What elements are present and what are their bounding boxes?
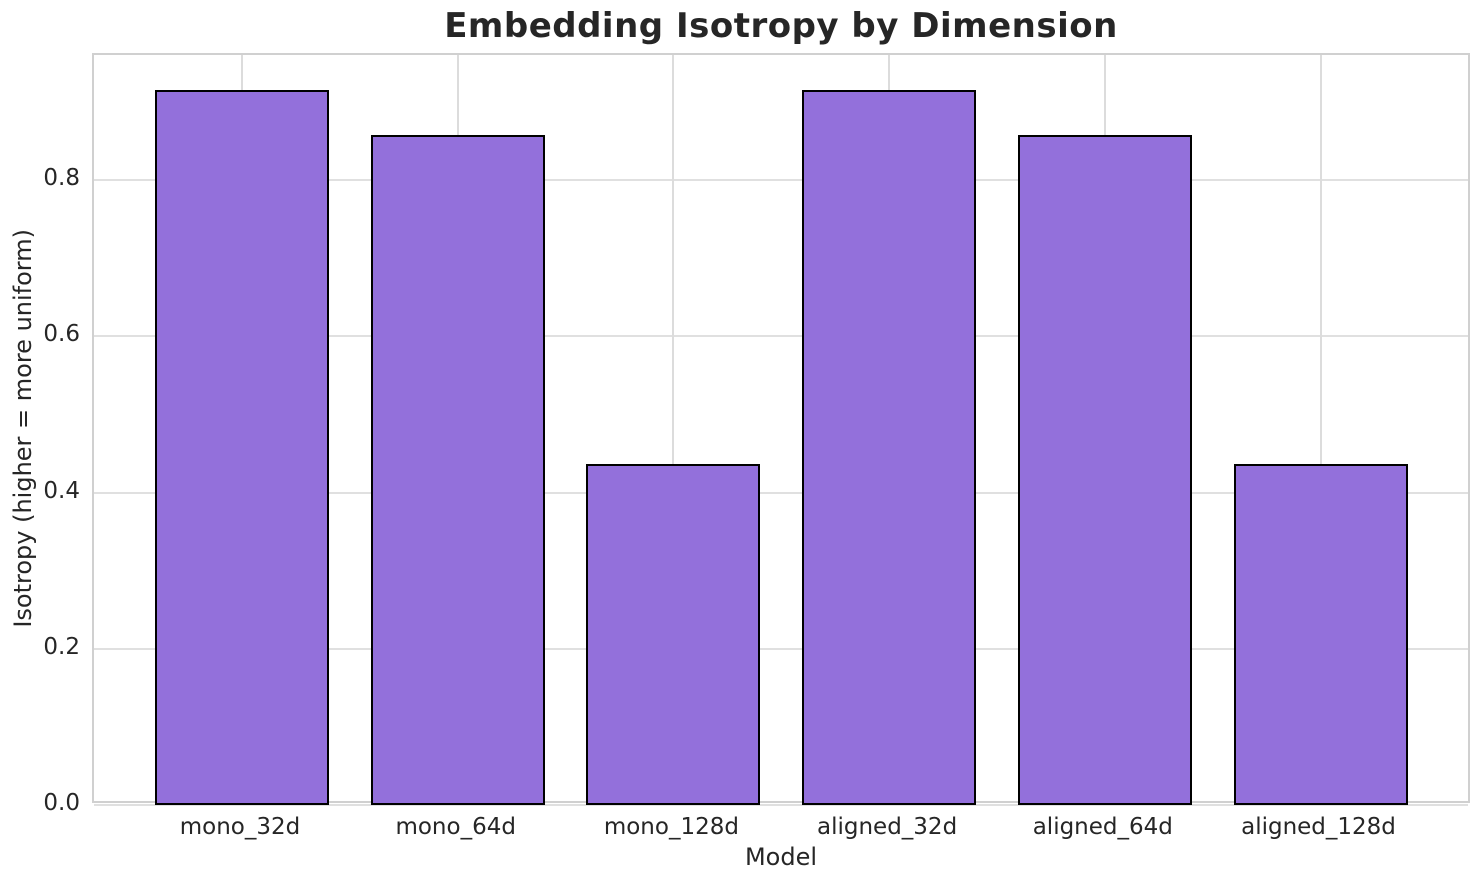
chart-title: Embedding Isotropy by Dimension [444, 6, 1118, 46]
h-gridline-0.6 [94, 335, 1468, 338]
bar-mono_128d [586, 463, 761, 805]
h-gridline-0.2 [94, 647, 1468, 650]
x-tick-label-mono_64d: mono_64d [395, 814, 516, 840]
bar-mono_32d [155, 90, 329, 805]
y-tick-label-0.0: 0.0 [43, 790, 80, 816]
x-tick-label-aligned_32d: aligned_32d [817, 814, 958, 840]
y-tick-label-0.2: 0.2 [43, 633, 80, 660]
bar-mono_64d [370, 135, 545, 805]
h-gridline-0.0 [94, 804, 1468, 806]
y-tick-label-0.8: 0.8 [43, 165, 80, 191]
y-tick-label-0.4: 0.4 [43, 477, 80, 504]
plot-area [92, 53, 1470, 806]
bar-aligned_128d [1233, 463, 1408, 805]
x-tick-label-aligned_128d: aligned_128d [1241, 814, 1396, 840]
x-axis-label: Model [744, 843, 818, 871]
x-tick-label-mono_128d: mono_128d [603, 814, 739, 840]
h-gridline-0.4 [94, 491, 1468, 494]
bar-aligned_64d [1017, 135, 1192, 805]
x-tick-label-mono_32d: mono_32d [179, 814, 301, 840]
y-tick-label-0.6: 0.6 [43, 321, 80, 348]
x-tick-label-aligned_64d: aligned_64d [1032, 814, 1173, 840]
v-gridline-mono_128d [672, 55, 675, 801]
y-axis-label: Isotropy (higher = more uniform) [9, 228, 37, 628]
v-gridline-aligned_128d [1319, 55, 1322, 801]
bar-aligned_32d [802, 90, 977, 805]
h-gridline-0.8 [94, 179, 1468, 181]
